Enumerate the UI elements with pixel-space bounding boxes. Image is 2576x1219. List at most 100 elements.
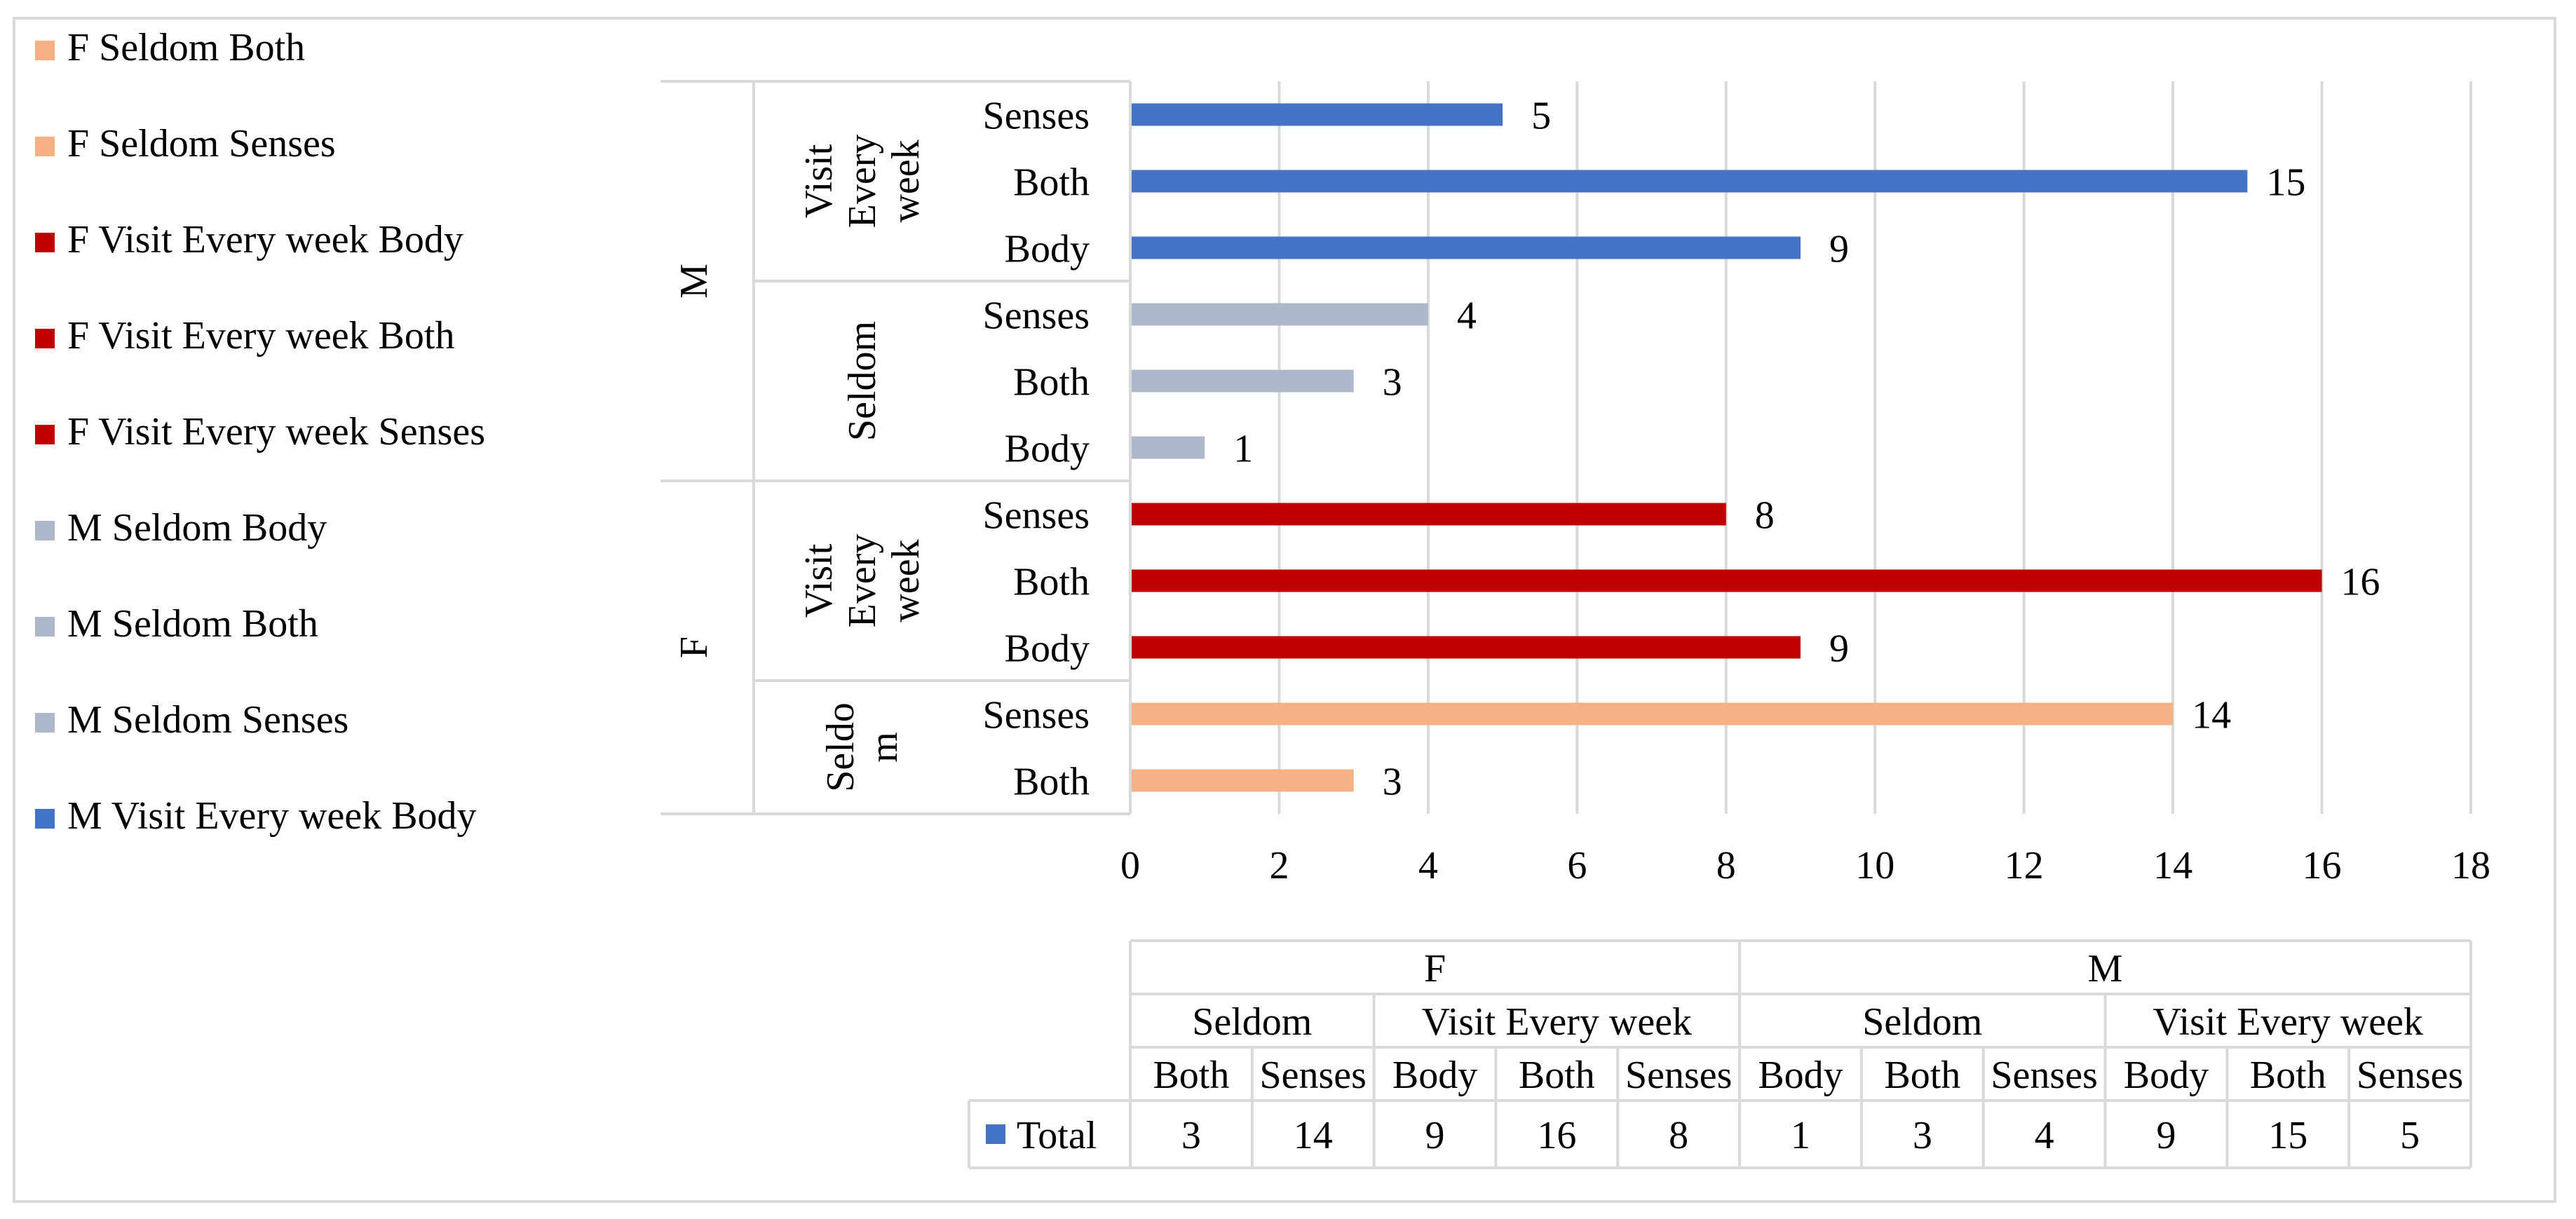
frequency-label: week bbox=[884, 139, 928, 222]
bar bbox=[1130, 636, 1801, 659]
data-label: 4 bbox=[1457, 294, 1477, 338]
table-header-cell: Senses bbox=[1625, 1054, 1732, 1097]
legend-swatch bbox=[35, 809, 55, 829]
table-header-cell: Senses bbox=[2357, 1054, 2463, 1097]
table-header-cell: F bbox=[1424, 947, 1446, 990]
data-label: 3 bbox=[1383, 761, 1402, 804]
x-tick-label: 0 bbox=[1120, 844, 1140, 887]
bar bbox=[1130, 436, 1205, 459]
x-tick-label: 10 bbox=[1855, 844, 1894, 887]
table-header-cell: Body bbox=[1758, 1054, 1843, 1097]
bar bbox=[1130, 702, 2174, 726]
bar bbox=[1130, 503, 1726, 526]
legend-swatch bbox=[35, 233, 55, 252]
category-label: Senses bbox=[983, 494, 1090, 538]
frequency-label: Every bbox=[841, 135, 884, 229]
category-label: Body bbox=[1005, 627, 1090, 671]
table-value-cell: 1 bbox=[1791, 1114, 1810, 1157]
table-header-cell: Body bbox=[2124, 1054, 2209, 1097]
bar bbox=[1130, 103, 1503, 126]
table-value-cell: 3 bbox=[1913, 1114, 1932, 1157]
table-value-cell: 14 bbox=[1294, 1114, 1333, 1157]
x-tick-label: 4 bbox=[1418, 844, 1438, 887]
category-label: Body bbox=[1005, 428, 1090, 471]
table-value-cell: 3 bbox=[1181, 1114, 1201, 1157]
frequency-label: Seldom bbox=[841, 321, 884, 441]
table-header-cell: Senses bbox=[1260, 1054, 1367, 1097]
data-label: 16 bbox=[2341, 561, 2380, 604]
legend-swatch bbox=[35, 617, 55, 636]
chart-frame bbox=[13, 17, 2556, 1203]
legend-label: F Visit Every week Senses bbox=[67, 410, 485, 454]
table-header-cell: Senses bbox=[1991, 1054, 2097, 1097]
data-label: 8 bbox=[1755, 494, 1775, 538]
frequency-label: Visit bbox=[797, 543, 841, 618]
x-tick-label: 14 bbox=[2153, 844, 2192, 887]
legend-swatch bbox=[35, 521, 55, 540]
legend-label: M Seldom Body bbox=[67, 506, 327, 550]
legend-label: M Visit Every week Body bbox=[67, 794, 477, 838]
category-label: Both bbox=[1013, 561, 1090, 604]
table-header-cell: Both bbox=[2250, 1054, 2326, 1097]
bar bbox=[1130, 369, 1354, 393]
frequency-label: Visit bbox=[797, 144, 841, 218]
x-tick-label: 16 bbox=[2303, 844, 2342, 887]
data-label: 1 bbox=[1233, 428, 1253, 471]
category-label: Both bbox=[1013, 161, 1090, 205]
table-value-cell: 4 bbox=[2035, 1114, 2054, 1157]
bar bbox=[1130, 569, 2322, 592]
legend-key bbox=[986, 1124, 1005, 1144]
legend-label: F Visit Every week Both bbox=[67, 314, 455, 357]
table-header-cell: Both bbox=[1519, 1054, 1595, 1097]
legend-label: F Visit Every week Body bbox=[67, 218, 463, 261]
category-label: Body bbox=[1005, 228, 1090, 271]
legend-label: M Seldom Both bbox=[67, 602, 318, 646]
legend-swatch bbox=[35, 713, 55, 733]
table-series-label: Total bbox=[1017, 1114, 1097, 1157]
table-value-cell: 15 bbox=[2268, 1114, 2307, 1157]
table-header-cell: Visit Every week bbox=[1422, 1000, 1692, 1044]
bar bbox=[1130, 769, 1354, 792]
legend-label: F Seldom Both bbox=[67, 26, 306, 69]
legend-label: M Seldom Senses bbox=[67, 698, 349, 742]
x-tick-label: 18 bbox=[2451, 844, 2490, 887]
table-header-cell: Both bbox=[1884, 1054, 1960, 1097]
category-label: Senses bbox=[983, 694, 1090, 737]
data-label: 15 bbox=[2266, 161, 2305, 205]
category-label: Both bbox=[1013, 761, 1090, 804]
frequency-label: week bbox=[884, 539, 928, 622]
table-value-cell: 16 bbox=[1537, 1114, 1576, 1157]
table-header-cell: Visit Every week bbox=[2153, 1000, 2423, 1044]
table-header-cell: Both bbox=[1153, 1054, 1229, 1097]
data-label: 3 bbox=[1383, 361, 1402, 404]
frequency-label: m bbox=[862, 732, 906, 763]
legend-label: F Seldom Senses bbox=[67, 122, 336, 165]
legend-swatch bbox=[35, 41, 55, 60]
x-tick-label: 8 bbox=[1716, 844, 1736, 887]
x-tick-label: 6 bbox=[1567, 844, 1587, 887]
data-label: 9 bbox=[1829, 228, 1849, 271]
x-tick-label: 2 bbox=[1269, 844, 1289, 887]
category-label: Senses bbox=[983, 95, 1090, 138]
legend-swatch bbox=[35, 137, 55, 156]
table-value-cell: 9 bbox=[1425, 1114, 1445, 1157]
gender-label: M bbox=[672, 264, 716, 299]
bar bbox=[1130, 170, 2248, 193]
table-header-cell: Body bbox=[1392, 1054, 1477, 1097]
bar bbox=[1130, 236, 1801, 259]
data-label: 9 bbox=[1829, 627, 1849, 671]
frequency-label: Seldo bbox=[819, 702, 862, 792]
legend-swatch bbox=[35, 425, 55, 444]
bar bbox=[1130, 303, 1428, 326]
category-label: Both bbox=[1013, 361, 1090, 404]
legend-swatch bbox=[35, 329, 55, 348]
table-header-cell: M bbox=[2088, 947, 2123, 990]
frequency-label: Every bbox=[841, 534, 884, 628]
table-value-cell: 9 bbox=[2156, 1114, 2176, 1157]
table-value-cell: 8 bbox=[1669, 1114, 1688, 1157]
data-label: 14 bbox=[2192, 694, 2231, 737]
data-label: 5 bbox=[1531, 95, 1551, 138]
gender-label: F bbox=[672, 636, 716, 658]
x-tick-label: 12 bbox=[2005, 844, 2044, 887]
